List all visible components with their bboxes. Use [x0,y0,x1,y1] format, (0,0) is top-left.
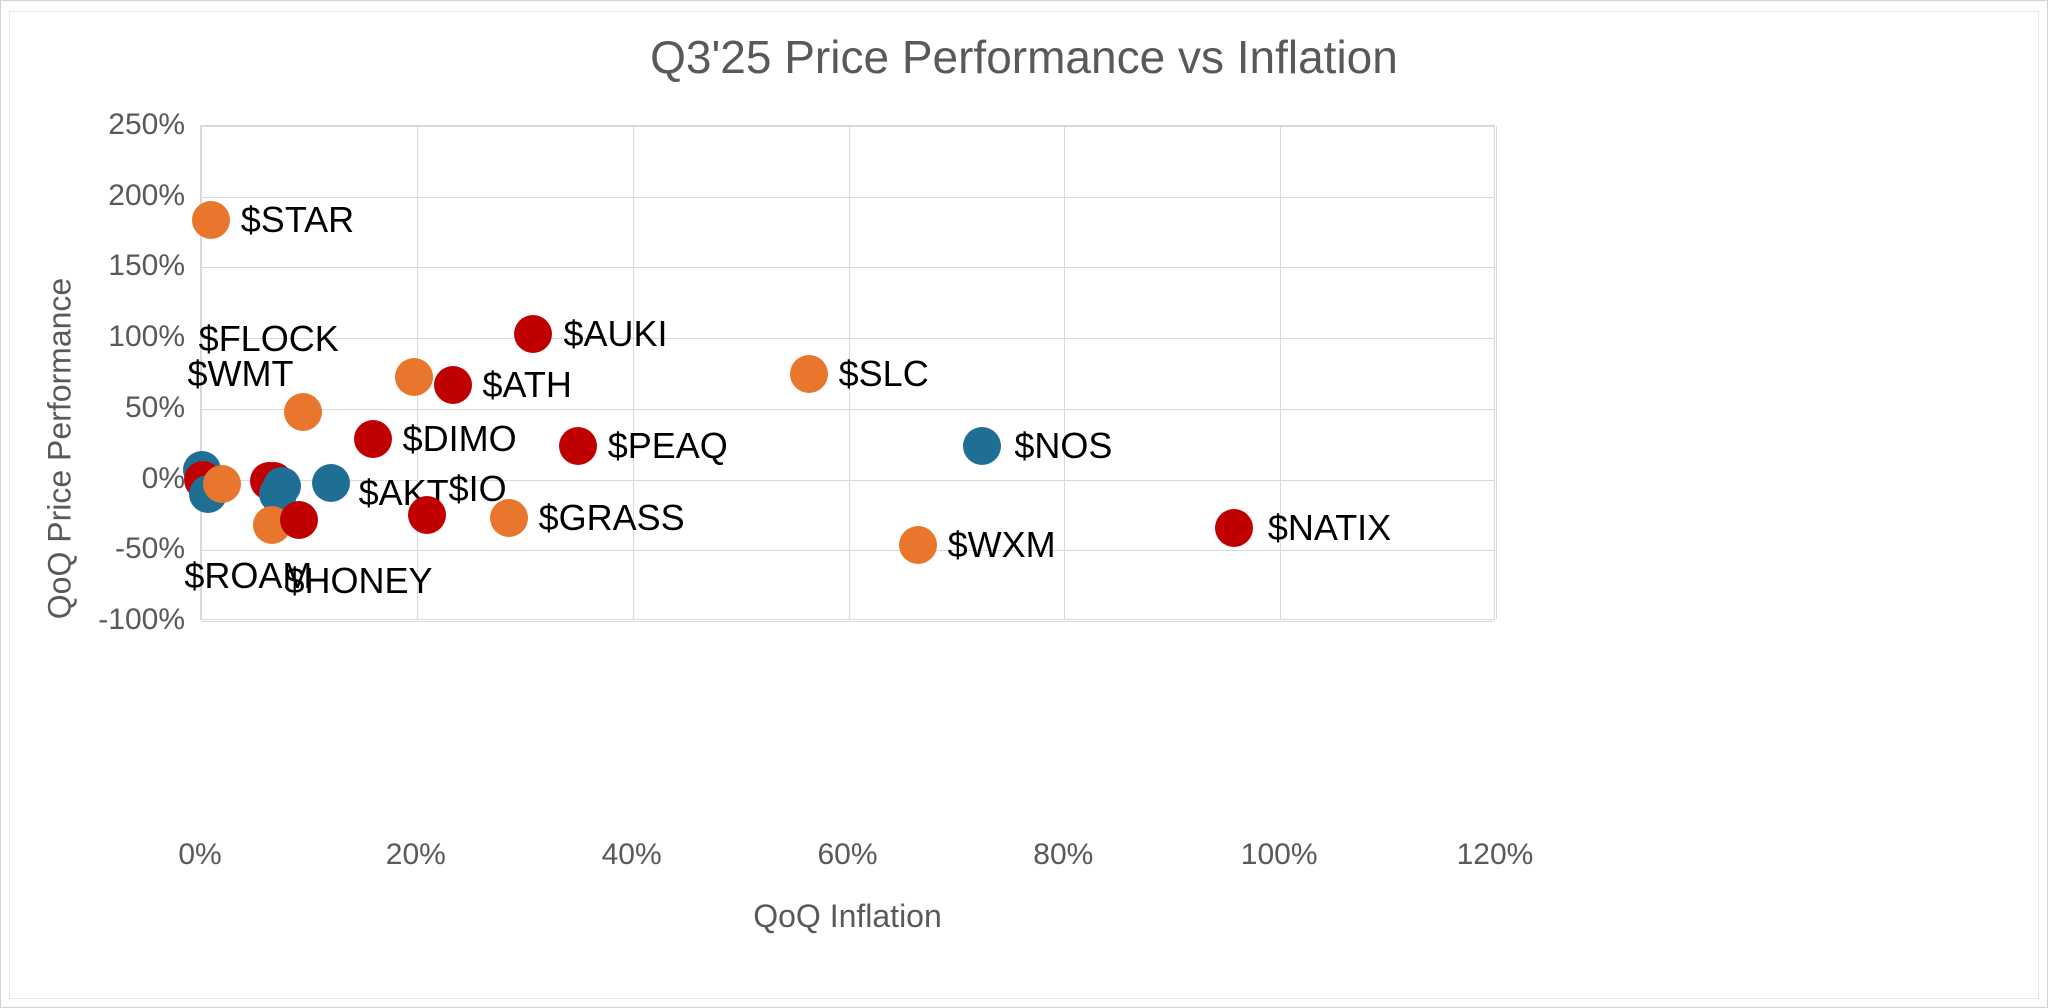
scatter-point-label: $ATH [482,364,572,406]
y-axis-tick-label: -100% [98,603,185,636]
x-axis-tick-label: 80% [1033,838,1094,871]
scatter-point[interactable] [433,366,472,405]
scatter-point[interactable] [311,463,350,502]
gridline-horizontal [201,550,1494,552]
x-axis-tick-labels: 0% 20% 40% 60% 80% 100% 120% [178,838,1533,882]
gridline-horizontal [201,479,1494,481]
x-axis-tick-label: 100% [1240,838,1318,871]
y-axis-tick-label: 100% [108,320,185,354]
x-axis-tick-label: 0% [178,838,222,871]
scatter-point[interactable] [280,500,319,539]
x-axis-title: QoQ Inflation [753,898,942,934]
gridline-horizontal [201,338,1494,340]
x-axis-tick-label: 60% [817,838,878,871]
x-axis-tick-label: 120% [1456,838,1534,871]
gridline-vertical [201,126,202,619]
scatter-point[interactable] [789,354,828,393]
y-axis-tick-label: 250% [108,108,185,141]
scatter-point-label: $DIMO [402,417,517,459]
scatter-point[interactable] [1214,509,1253,548]
scatter-point-label: $WXM [947,524,1056,566]
gridline-horizontal [201,196,1494,198]
gridline-horizontal [201,267,1494,269]
gridline-vertical [1280,126,1282,619]
scatter-point[interactable] [394,357,433,396]
scatter-point-label: $NATIX [1267,507,1392,549]
gridline-horizontal [201,621,1494,622]
scatter-point-label: $NOS [1014,425,1113,467]
scatter-point[interactable] [202,465,241,504]
scatter-point[interactable] [353,419,392,458]
scatter-point-label: $GRASS [538,497,685,539]
scatter-point[interactable] [898,526,937,565]
y-axis-tick-label: 150% [108,249,185,283]
scatter-point-label: $ROAM [184,554,313,596]
y-axis-tick-label: 50% [124,390,185,424]
gridline-vertical [848,126,850,619]
scatter-point-label: $SLC [838,352,929,394]
scatter-point[interactable] [489,499,528,538]
scatter-point-label: $WMT [187,353,294,395]
y-axis-tick-label: -50% [114,532,185,566]
gridline-vertical [1496,126,1497,619]
scatter-point[interactable] [963,427,1002,466]
chart-title: Q3'25 Price Performance vs Inflation [650,31,1398,83]
scatter-point-label: $HONEY [284,560,433,602]
y-axis-tick-label: 200% [108,178,185,212]
y-axis-tick-label: 0% [141,461,185,495]
scatter-point[interactable] [191,200,230,239]
scatter-point[interactable] [514,315,553,354]
gridline-vertical [632,126,634,619]
gridline-horizontal [201,408,1494,410]
x-axis-tick-label: 40% [601,838,662,871]
x-axis-tick-label: 20% [385,838,446,871]
scatter-point[interactable] [558,427,597,466]
scatter-point-label: $STAR [240,198,355,240]
scatter-point-label: $AUKI [563,313,668,355]
gridline-vertical [1064,126,1066,619]
y-axis-tick-labels: 250% 200% 150% 100% 50% 0% -50% -100% [20,108,185,636]
scatter-point[interactable] [283,393,322,432]
gridline-horizontal [201,126,1494,127]
scatter-point-label: $FLOCK [198,317,339,359]
scatter-point[interactable] [407,496,446,535]
scatter-point-label: $PEAQ [607,425,728,467]
